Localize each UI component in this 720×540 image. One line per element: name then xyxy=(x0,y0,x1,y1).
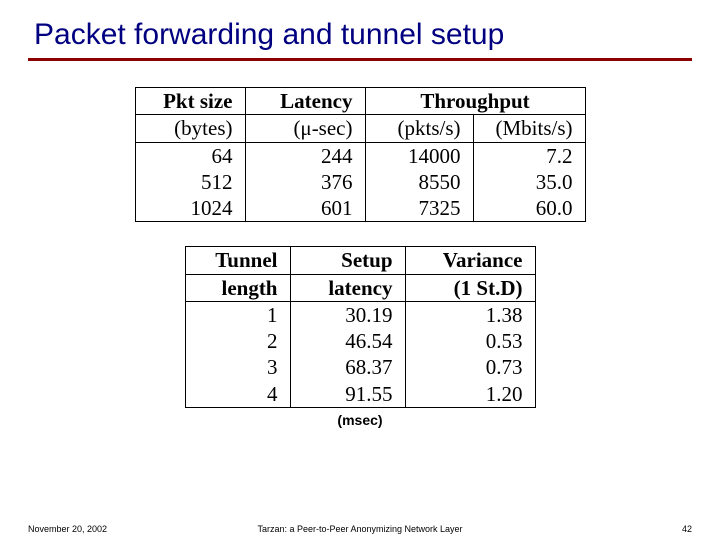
cell-setup: 68.37 xyxy=(290,354,405,380)
slide: Packet forwarding and tunnel setup Pkt s… xyxy=(0,0,720,540)
footer-center: Tarzan: a Peer-to-Peer Anonymizing Netwo… xyxy=(0,524,720,534)
col-throughput-header: Throughput xyxy=(365,88,585,115)
cell-lat: 244 xyxy=(245,142,365,169)
msec-label: (msec) xyxy=(185,412,536,428)
footer: November 20, 2002 Tarzan: a Peer-to-Peer… xyxy=(0,524,720,534)
cell-len: 2 xyxy=(185,328,290,354)
tunnel-table-block: Tunnel Setup Variance length latency (1 … xyxy=(185,246,536,428)
tunnel-table: Tunnel Setup Variance length latency (1 … xyxy=(185,246,536,408)
packet-table: Pkt size Latency Throughput (bytes) (μ-s… xyxy=(135,87,586,222)
cell-len: 1 xyxy=(185,301,290,328)
slide-title: Packet forwarding and tunnel setup xyxy=(34,18,692,52)
col-pkt-size-unit: (bytes) xyxy=(135,115,245,142)
table-row: 64 244 14000 7.2 xyxy=(135,142,585,169)
col-setup-header: Setup xyxy=(290,247,405,274)
cell-mbit: 7.2 xyxy=(473,142,585,169)
cell-pkt: 64 xyxy=(135,142,245,169)
col-latency-unit: (μ-sec) xyxy=(245,115,365,142)
cell-var: 1.38 xyxy=(405,301,535,328)
col-throughput-mbits-unit: (Mbits/s) xyxy=(473,115,585,142)
cell-lat: 601 xyxy=(245,195,365,222)
cell-pkts: 14000 xyxy=(365,142,473,169)
cell-pkts: 8550 xyxy=(365,169,473,195)
cell-pkt: 512 xyxy=(135,169,245,195)
table-row: 1 30.19 1.38 xyxy=(185,301,535,328)
cell-len: 3 xyxy=(185,354,290,380)
cell-var: 0.73 xyxy=(405,354,535,380)
cell-lat: 376 xyxy=(245,169,365,195)
cell-setup: 30.19 xyxy=(290,301,405,328)
cell-mbit: 35.0 xyxy=(473,169,585,195)
cell-len: 4 xyxy=(185,381,290,408)
col-pkt-size-header: Pkt size xyxy=(135,88,245,115)
col-latency-header: Latency xyxy=(245,88,365,115)
cell-mbit: 60.0 xyxy=(473,195,585,222)
table-row: 512 376 8550 35.0 xyxy=(135,169,585,195)
cell-var: 1.20 xyxy=(405,381,535,408)
col-variance-unit: (1 St.D) xyxy=(405,274,535,301)
col-variance-header: Variance xyxy=(405,247,535,274)
col-tunnel-len-unit: length xyxy=(185,274,290,301)
table-row: 2 46.54 0.53 xyxy=(185,328,535,354)
cell-var: 0.53 xyxy=(405,328,535,354)
cell-pkts: 7325 xyxy=(365,195,473,222)
cell-setup: 46.54 xyxy=(290,328,405,354)
col-tunnel-len-header: Tunnel xyxy=(185,247,290,274)
col-throughput-pkts-unit: (pkts/s) xyxy=(365,115,473,142)
tables-container: Pkt size Latency Throughput (bytes) (μ-s… xyxy=(28,87,692,428)
col-setup-unit: latency xyxy=(290,274,405,301)
table-row: 4 91.55 1.20 xyxy=(185,381,535,408)
cell-setup: 91.55 xyxy=(290,381,405,408)
cell-pkt: 1024 xyxy=(135,195,245,222)
table-row: 3 68.37 0.73 xyxy=(185,354,535,380)
table-row: 1024 601 7325 60.0 xyxy=(135,195,585,222)
title-rule xyxy=(28,58,692,61)
